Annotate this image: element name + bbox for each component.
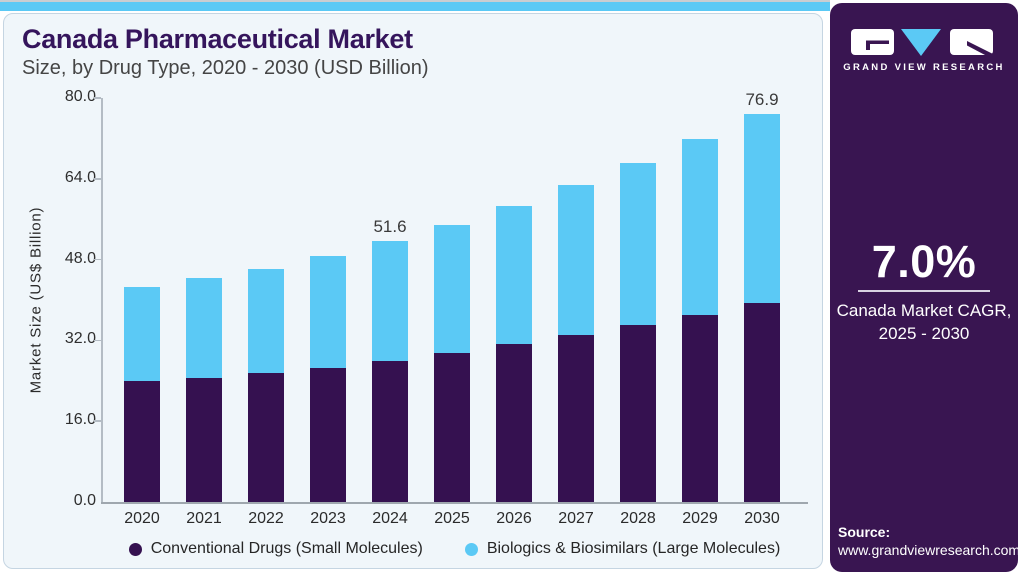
bar-conventional-2029 <box>682 314 718 502</box>
x-tick-label-2030: 2030 <box>744 510 780 527</box>
logo-letter-g <box>866 40 889 50</box>
bar-biologics-2028 <box>620 162 656 326</box>
bar-biologics-2022 <box>248 268 284 374</box>
x-tick-label-2022: 2022 <box>248 510 284 527</box>
y-tick-label-16.0: 16.0 <box>64 411 96 429</box>
x-tick-label-2026: 2026 <box>496 510 532 527</box>
x-tick-label-2024: 2024 <box>372 510 408 527</box>
page-subtitle: Size, by Drug Type, 2020 - 2030 (USD Bil… <box>22 57 429 79</box>
x-tick-label-2028: 2028 <box>620 510 656 527</box>
y-tick-mark-48.0 <box>94 258 101 261</box>
bar-biologics-2020 <box>124 286 160 381</box>
bar-conventional-2028 <box>620 325 656 502</box>
bar-biologics-2027 <box>558 184 594 336</box>
y-tick-mark-16.0 <box>94 420 101 422</box>
legend-item-biologics: Biologics & Biosimilars (Large Molecules… <box>464 540 781 558</box>
brand-panel: GRAND VIEW RESEARCH 7.0% Canada Market C… <box>830 3 1021 572</box>
bar-conventional-2020 <box>124 380 160 502</box>
y-axis-line <box>101 98 103 502</box>
data-label-2030: 76.9 <box>745 89 779 109</box>
y-tick-mark-64.0 <box>94 178 101 180</box>
legend-item-conventional: Conventional Drugs (Small Molecules) <box>128 540 423 558</box>
y-tick-label-80.0: 80.0 <box>64 88 96 105</box>
cagr-caption-line2: 2025 - 2030 <box>878 324 970 343</box>
bar-biologics-2025 <box>434 225 470 353</box>
top-accent-strip <box>0 2 830 11</box>
logo-letter-r <box>967 41 992 55</box>
logo-triangle-v <box>901 29 941 56</box>
y-tick-mark-80.0 <box>94 97 101 99</box>
source-label: Source: <box>838 524 891 540</box>
legend-dot-conventional-icon <box>128 542 142 556</box>
cagr-caption-line1: Canada Market CAGR, <box>836 301 1012 320</box>
y-tick-label-0.0: 0.0 <box>73 492 96 509</box>
x-tick-label-2025: 2025 <box>434 510 470 527</box>
bar-conventional-2027 <box>558 335 594 502</box>
bar-conventional-2022 <box>248 373 284 502</box>
legend-dot-biologics-icon <box>464 542 478 556</box>
top-edge-line <box>0 0 830 2</box>
brand-name: GRAND VIEW RESEARCH <box>843 62 1005 73</box>
bar-conventional-2021 <box>186 378 222 502</box>
bar-conventional-2030 <box>744 303 780 502</box>
x-tick-label-2020: 2020 <box>124 510 160 527</box>
x-tick-label-2027: 2027 <box>558 510 594 527</box>
bar-conventional-2025 <box>434 353 470 502</box>
x-tick-label-2029: 2029 <box>682 510 718 527</box>
source-url[interactable]: www.grandviewresearch.com <box>838 542 1021 558</box>
page-title: Canada Pharmaceutical Market <box>22 24 413 54</box>
bar-conventional-2024 <box>372 361 408 502</box>
cagr-divider <box>858 290 990 292</box>
x-tick-label-2021: 2021 <box>186 510 222 527</box>
y-tick-label-64.0: 64.0 <box>64 168 96 186</box>
y-tick-label-32.0: 32.0 <box>64 330 96 348</box>
bar-biologics-2030 <box>744 113 780 304</box>
cagr-caption: Canada Market CAGR, 2025 - 2030 <box>830 299 1018 345</box>
legend-label-biologics: Biologics & Biosimilars (Large Molecules… <box>486 540 781 557</box>
bar-biologics-2023 <box>310 256 346 368</box>
bar-biologics-2021 <box>186 278 222 379</box>
y-axis-title: Market Size (US$ Billion) <box>27 206 45 394</box>
y-tick-label-48.0: 48.0 <box>64 249 96 267</box>
bar-conventional-2023 <box>310 367 346 502</box>
cagr-value: 7.0% <box>871 236 977 287</box>
bar-biologics-2029 <box>682 138 718 315</box>
x-tick-label-2023: 2023 <box>310 510 346 527</box>
legend: Conventional Drugs (Small Molecules) Bio… <box>101 540 808 558</box>
bar-biologics-2024 <box>372 241 408 362</box>
gvr-logo-icon <box>851 29 993 56</box>
y-tick-mark-32.0 <box>94 339 101 342</box>
bar-biologics-2026 <box>496 205 532 345</box>
data-label-2024: 51.6 <box>373 217 407 237</box>
bar-conventional-2026 <box>496 344 532 502</box>
legend-label-conventional: Conventional Drugs (Small Molecules) <box>150 540 423 557</box>
x-axis-line <box>101 502 808 504</box>
